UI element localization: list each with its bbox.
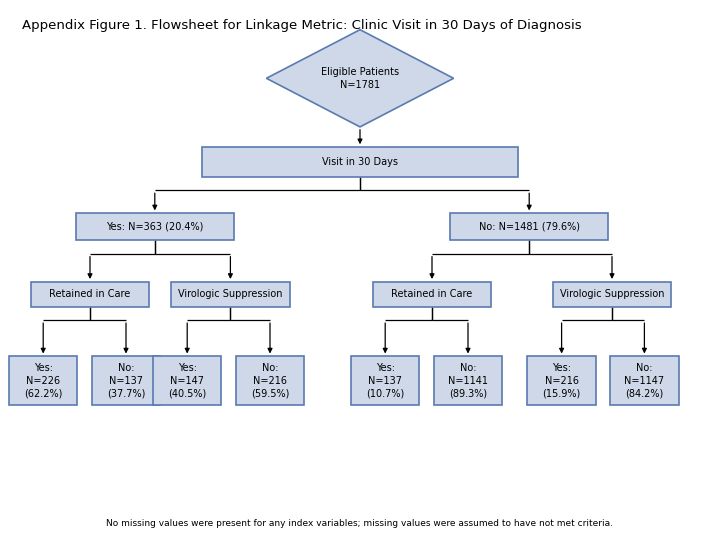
- Text: No:
N=1147
(84.2%): No: N=1147 (84.2%): [624, 363, 665, 398]
- Text: No: N=1481 (79.6%): No: N=1481 (79.6%): [479, 222, 580, 232]
- Text: No:
N=1141
(89.3%): No: N=1141 (89.3%): [448, 363, 488, 398]
- Text: Yes:
N=147
(40.5%): Yes: N=147 (40.5%): [168, 363, 207, 398]
- Bar: [171, 282, 289, 307]
- Text: No:
N=216
(59.5%): No: N=216 (59.5%): [251, 363, 289, 398]
- Bar: [92, 356, 160, 405]
- Text: Virologic Suppression: Virologic Suppression: [559, 289, 665, 299]
- Bar: [153, 356, 222, 405]
- Text: Yes:
N=137
(10.7%): Yes: N=137 (10.7%): [366, 363, 405, 398]
- Text: Yes:
N=216
(15.9%): Yes: N=216 (15.9%): [542, 363, 581, 398]
- Bar: [76, 213, 234, 240]
- Text: Yes: N=363 (20.4%): Yes: N=363 (20.4%): [106, 222, 204, 232]
- Bar: [527, 356, 596, 405]
- Text: No missing values were present for any index variables; missing values were assu: No missing values were present for any i…: [107, 519, 613, 528]
- Text: Visit in 30 Days: Visit in 30 Days: [322, 157, 398, 167]
- Text: Yes:
N=226
(62.2%): Yes: N=226 (62.2%): [24, 363, 63, 398]
- Text: Appendix Figure 1. Flowsheet for Linkage Metric: Clinic Visit in 30 Days of Diag: Appendix Figure 1. Flowsheet for Linkage…: [22, 19, 581, 32]
- Bar: [351, 356, 419, 405]
- Bar: [202, 147, 518, 177]
- Text: Retained in Care: Retained in Care: [50, 289, 130, 299]
- Text: Virologic Suppression: Virologic Suppression: [178, 289, 283, 299]
- Bar: [611, 356, 679, 405]
- Bar: [236, 356, 304, 405]
- Polygon shape: [266, 30, 454, 127]
- Bar: [450, 213, 608, 240]
- Bar: [9, 356, 78, 405]
- Bar: [433, 356, 503, 405]
- Text: Eligible Patients
N=1781: Eligible Patients N=1781: [321, 67, 399, 90]
- Bar: [553, 282, 672, 307]
- Text: Retained in Care: Retained in Care: [392, 289, 472, 299]
- Bar: [373, 282, 491, 307]
- Bar: [30, 282, 150, 307]
- Text: No:
N=137
(37.7%): No: N=137 (37.7%): [107, 363, 145, 398]
